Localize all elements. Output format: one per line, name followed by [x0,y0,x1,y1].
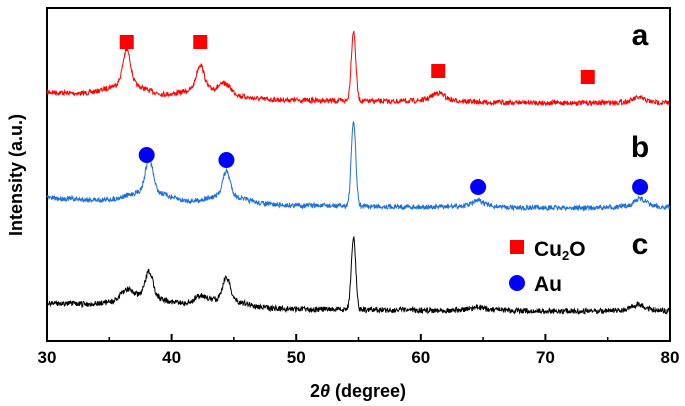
x-axis-ticks: 30 40 50 60 70 80 [38,334,680,367]
au-peak-marker [632,179,649,195]
curve-label-a: a [632,19,649,52]
au-peak-marker [218,152,235,168]
legend-au-marker [509,275,525,291]
cu2o-peak-marker [580,70,595,84]
x-tick-label: 80 [661,348,680,367]
legend-cu2o-marker [510,240,524,254]
curve-label-b: b [631,131,649,164]
cu2o-peak-marker [119,35,134,49]
cu2o-peak-marker [431,64,446,78]
xrd-curve-b [46,121,671,212]
x-tick-label: 70 [536,348,555,367]
au-peak-marker [138,147,155,163]
xrd-curves [46,30,671,316]
legend-cu2o-label: Cu2O [534,238,586,263]
au-peak-marker [470,179,487,195]
peak-markers [119,35,649,195]
x-tick-label: 30 [38,348,57,367]
curve-label-c: c [632,228,649,261]
legend: Cu2O Au [509,238,586,296]
cu2o-peak-marker [193,35,208,49]
x-tick-label: 60 [411,348,430,367]
x-tick-label: 40 [162,348,181,367]
xrd-curve-a [46,30,671,107]
legend-au-label: Au [534,273,562,296]
x-tick-label: 50 [287,348,306,367]
xrd-curve-c [46,235,671,316]
x-axis-title: 2θ (degree) [310,381,406,401]
y-axis-title: Intensity (a.u.) [6,114,26,236]
